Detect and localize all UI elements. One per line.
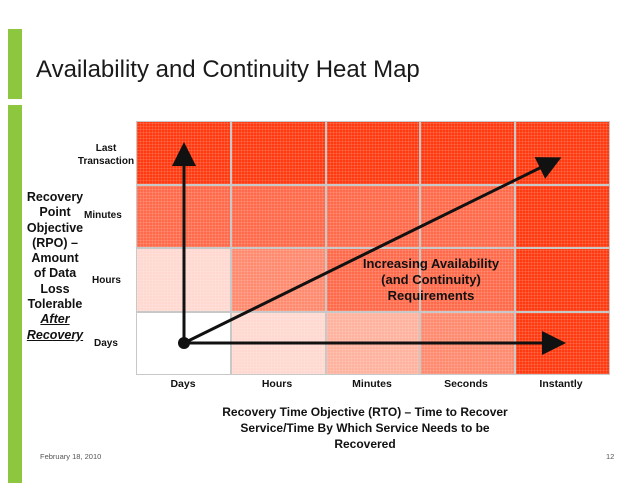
annotation-line3: Requirements — [387, 288, 475, 303]
x-axis-title: Recovery Time Objective (RTO) – Time to … — [210, 404, 520, 452]
accent-bar-bottom — [8, 105, 22, 483]
heat-cell — [420, 121, 516, 185]
heat-cell — [325, 184, 421, 248]
y-title-after: After — [40, 312, 70, 327]
diagonal-requirement-arrow — [183, 157, 562, 345]
annotation-line2: (and Continuity) — [381, 272, 481, 287]
footer-date: February 18, 2010 — [40, 452, 102, 461]
x-tick-seconds: Seconds — [444, 378, 488, 390]
y-title-line: Recovery — [26, 190, 84, 204]
y-title-line: Amount — [31, 251, 79, 266]
x-tick-days: Days — [170, 378, 196, 390]
increasing-availability-annotation: Increasing Availability (and Continuity)… — [356, 256, 506, 304]
slide-title: Availability and Continuity Heat Map — [36, 56, 420, 83]
y-tick-last-line2: Transaction — [77, 156, 135, 167]
heat-cell — [230, 248, 326, 312]
heat-cell — [230, 184, 326, 248]
y-tick-last-line1: Last — [95, 143, 117, 154]
y-title-line: Tolerable — [27, 297, 83, 312]
y-title-line: of Data — [33, 266, 77, 281]
accent-bar-top — [8, 29, 22, 99]
y-title-line: Objective — [26, 220, 84, 235]
x-title-line2: Service/Time By Which Service Needs to b… — [240, 421, 490, 451]
annotation-line1: Increasing Availability — [362, 256, 500, 271]
y-title-recovery: Recovery — [26, 327, 84, 342]
y-tick-last-transaction: Last Transaction — [76, 142, 136, 168]
y-tick-days: Days — [94, 338, 118, 349]
y-tick-hours: Hours — [92, 275, 121, 286]
heat-cell — [515, 248, 610, 312]
x-tick-hours: Hours — [261, 378, 293, 390]
heat-cell — [325, 121, 421, 185]
y-title-line: Loss — [40, 281, 70, 296]
x-tick-minutes: Minutes — [352, 378, 392, 390]
y-axis-title: Recovery Point Objective (RPO) – Amount … — [26, 190, 84, 343]
heat-cell — [325, 248, 421, 312]
heat-cell — [230, 121, 326, 185]
y-title-line: (RPO) – — [32, 235, 78, 250]
y-title-line: Point — [39, 205, 71, 220]
origin-dot — [178, 337, 190, 349]
y-tick-minutes: Minutes — [84, 210, 122, 221]
page-number: 12 — [606, 452, 615, 461]
heat-cell — [420, 184, 516, 248]
heat-cell — [420, 248, 516, 312]
x-title-line1: Recovery Time Objective (RTO) – Time to … — [222, 405, 508, 419]
heat-cell — [515, 184, 610, 248]
x-tick-instantly: Instantly — [539, 378, 583, 390]
